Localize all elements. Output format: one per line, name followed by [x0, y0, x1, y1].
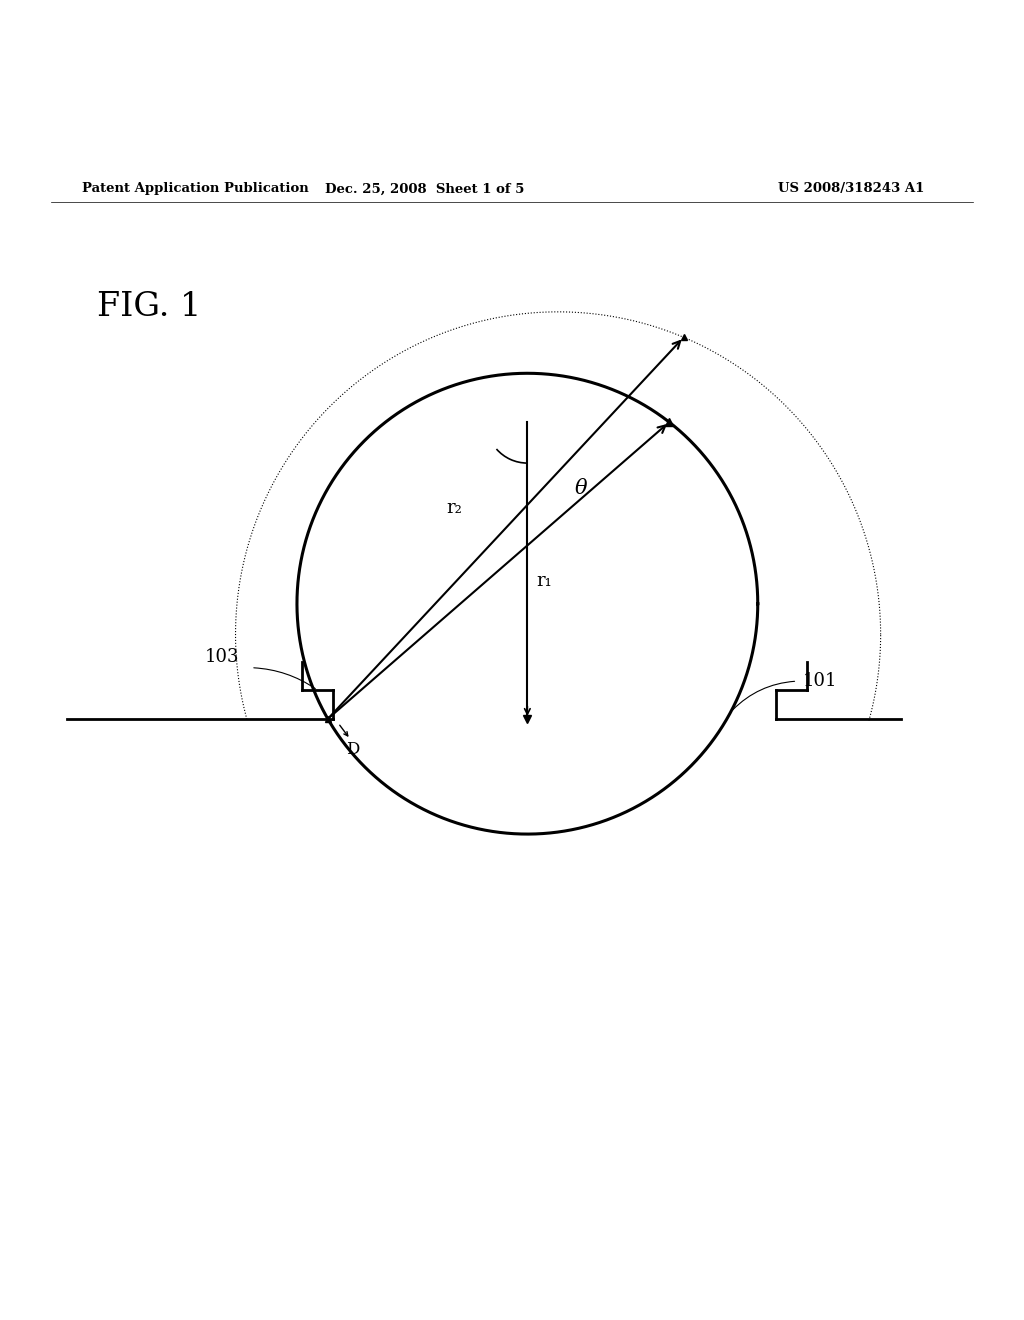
Text: Patent Application Publication: Patent Application Publication [82, 182, 308, 195]
Text: θ: θ [574, 479, 587, 498]
Text: 101: 101 [803, 672, 837, 690]
Text: r₂: r₂ [446, 499, 463, 516]
Text: 103: 103 [205, 648, 240, 667]
Text: r₁: r₁ [537, 572, 553, 590]
Text: Dec. 25, 2008  Sheet 1 of 5: Dec. 25, 2008 Sheet 1 of 5 [326, 182, 524, 195]
Text: FIG. 1: FIG. 1 [97, 290, 202, 322]
Text: US 2008/318243 A1: US 2008/318243 A1 [778, 182, 925, 195]
Text: D: D [346, 741, 359, 758]
